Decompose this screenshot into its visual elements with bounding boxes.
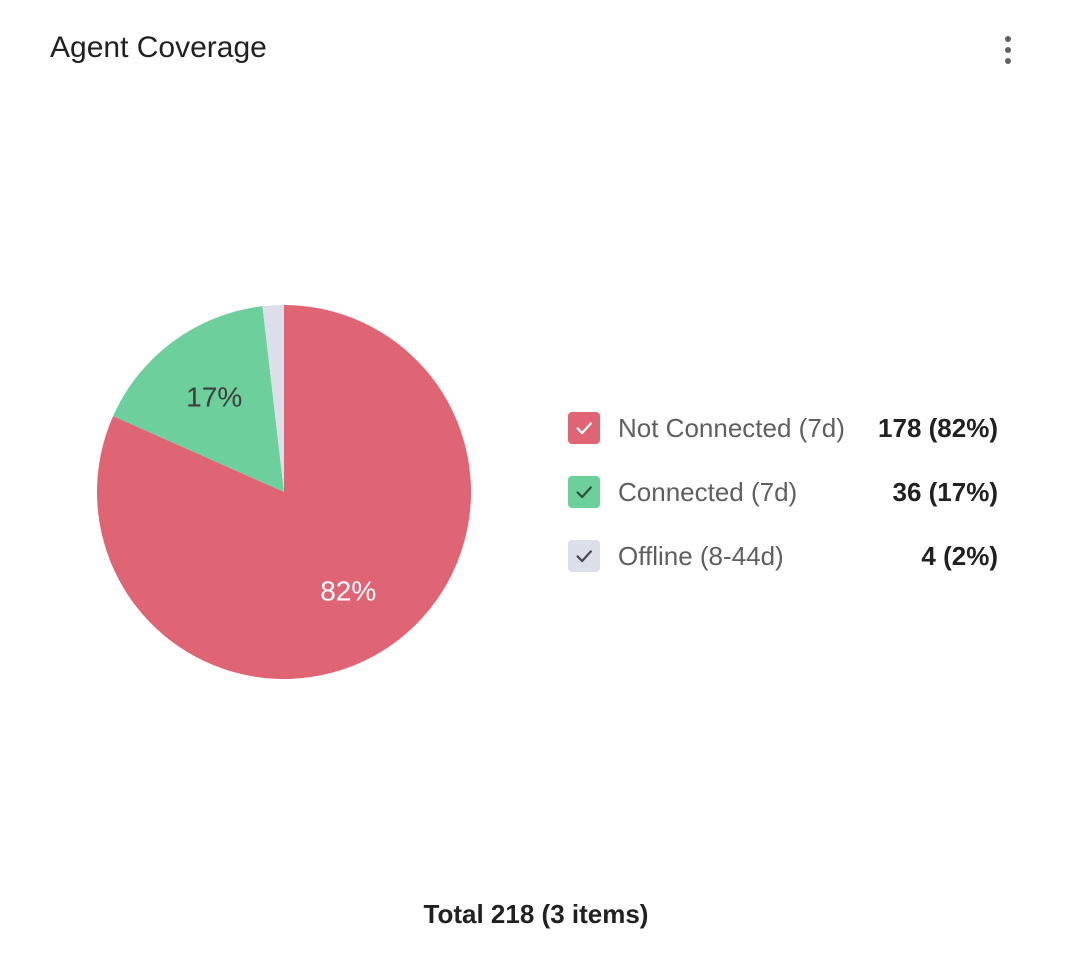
legend-item[interactable]: Not Connected (7d) 178 (82%): [568, 396, 1002, 460]
pie-slice-connected-7d[interactable]: [113, 306, 285, 492]
legend-item[interactable]: Offline (8-44d) 4 (2%): [568, 524, 1002, 588]
legend-label: Connected (7d): [618, 476, 798, 507]
chart-legend: Not Connected (7d) 178 (82%) Connected (7d…: [568, 396, 1002, 588]
check-icon: [576, 422, 592, 435]
total-summary: Total 218 (3 items): [423, 899, 649, 929]
legend-label: Not Connected (7d): [618, 412, 845, 443]
check-icon: [576, 550, 592, 563]
pie-slice-label: 82%: [320, 575, 376, 606]
legend-item[interactable]: Connected (7d) 36 (17%): [568, 460, 1002, 524]
legend-label: Offline (8-44d): [618, 540, 784, 571]
legend-checkbox[interactable]: [568, 540, 600, 572]
legend-value: 36 (17%): [892, 476, 999, 507]
pie-slice-offline-8-44d[interactable]: [262, 305, 284, 492]
legend-checkbox[interactable]: [568, 476, 600, 508]
card-title: Agent Coverage: [50, 31, 267, 64]
menu-dot: [1005, 36, 1011, 42]
legend-value: 178 (82%): [878, 412, 998, 443]
legend-checkbox[interactable]: [568, 412, 600, 444]
pie-slice-label: 17%: [186, 382, 242, 413]
menu-dot: [1005, 47, 1011, 53]
menu-dot: [1005, 58, 1011, 64]
legend-value: 4 (2%): [921, 540, 998, 571]
more-vert-icon[interactable]: [988, 28, 1028, 72]
check-icon: [576, 486, 592, 499]
